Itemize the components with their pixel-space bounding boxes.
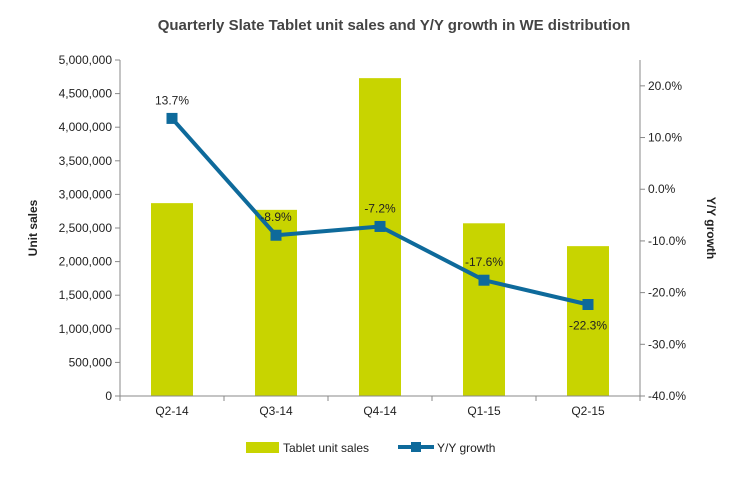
x-tick-label: Q3-14: [259, 404, 293, 418]
legend-line-marker: [411, 442, 421, 452]
bar-series: [151, 78, 609, 397]
right-axis-ticks: -40.0% -30.0% -20.0% -10.0% 0.0% 10.0% 20.0%: [640, 79, 686, 403]
chart-title: Quarterly Slate Tablet unit sales and Y/…: [158, 17, 631, 34]
y2-tick-label: -40.0%: [648, 389, 686, 403]
legend: Tablet unit sales Y/Y growth: [246, 441, 495, 455]
y2-tick-label: -20.0%: [648, 286, 686, 300]
bar-Q2-14: [151, 203, 193, 396]
growth-label-Q2-14: 13.7%: [155, 93, 189, 107]
bar-Q1-15: [463, 223, 505, 396]
y-tick-label: 3,500,000: [59, 154, 113, 168]
growth-marker-Q3-14: [270, 229, 282, 241]
growth-label-Q1-15: -17.6%: [465, 255, 503, 269]
y-tick-label: 4,500,000: [59, 87, 113, 101]
bar-Q4-14: [359, 78, 401, 397]
y2-axis-title: Y/Y growth: [704, 197, 718, 259]
growth-marker-Q2-14: [166, 112, 178, 124]
y-axis-title: Unit sales: [26, 199, 40, 256]
y2-tick-label: 10.0%: [648, 131, 682, 145]
legend-line-label: Y/Y growth: [437, 441, 495, 455]
x-tick-label: Q2-15: [571, 404, 605, 418]
y-tick-label: 3,000,000: [59, 187, 113, 201]
growth-marker-Q4-14: [374, 220, 386, 232]
y-tick-label: 1,500,000: [59, 288, 113, 302]
y-tick-label: 0: [105, 389, 112, 403]
growth-label-Q4-14: -7.2%: [364, 201, 396, 215]
x-tick-label: Q2-14: [155, 404, 189, 418]
bar-Q3-14: [255, 209, 297, 396]
y-tick-label: 2,000,000: [59, 255, 113, 269]
y-tick-label: 2,500,000: [59, 221, 113, 235]
growth-marker-Q2-15: [582, 299, 594, 311]
x-axis-ticks: Q2-14 Q3-14 Q4-14 Q1-15 Q2-15: [119, 396, 641, 418]
y2-tick-label: -30.0%: [648, 337, 686, 351]
x-tick-label: Q4-14: [363, 404, 397, 418]
y2-tick-label: 0.0%: [648, 182, 676, 196]
y2-tick-label: 20.0%: [648, 79, 682, 93]
growth-marker-Q1-15: [478, 274, 490, 286]
y2-tick-label: -10.0%: [648, 234, 686, 248]
bar-Q2-15: [567, 246, 609, 396]
y-tick-label: 1,000,000: [59, 322, 113, 336]
line-series: [166, 112, 594, 311]
legend-bar-label: Tablet unit sales: [283, 441, 369, 455]
data-labels: 13.7% -8.9% -7.2% -17.6% -22.3%: [155, 93, 607, 332]
growth-label-Q2-15: -22.3%: [569, 319, 607, 333]
y-tick-label: 5,000,000: [59, 53, 113, 67]
growth-label-Q3-14: -8.9%: [260, 210, 292, 224]
y-tick-label: 4,000,000: [59, 120, 113, 134]
y-tick-label: 500,000: [69, 355, 113, 369]
left-axis-ticks: 0 500,000 1,000,000 1,500,000 2,000,000 2,500…: [59, 53, 120, 403]
x-tick-label: Q1-15: [467, 404, 501, 418]
legend-bar-swatch: [246, 442, 279, 453]
